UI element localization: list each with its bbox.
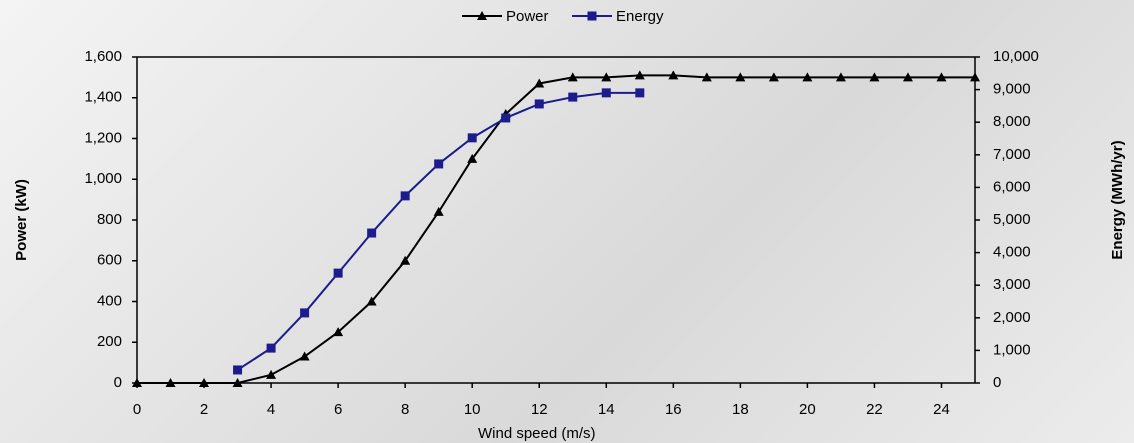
y2-tick-label: 6,000	[993, 178, 1031, 195]
y-axis-title: Power (kW)	[13, 179, 30, 261]
x-tick-label: 14	[598, 401, 615, 418]
y2-tick-label: 4,000	[993, 244, 1031, 261]
marker	[299, 351, 310, 361]
y-tick-label: 600	[97, 252, 122, 269]
y2-axis-title: Energy (MWh/yr)	[1109, 140, 1126, 259]
y-tick-label: 1,200	[84, 129, 122, 146]
marker	[601, 72, 612, 82]
x-tick-label: 4	[267, 401, 275, 418]
marker	[501, 113, 511, 123]
marker	[568, 92, 578, 102]
y2-tick-label: 2,000	[993, 309, 1031, 326]
x-tick-label: 16	[665, 401, 682, 418]
marker	[601, 88, 611, 98]
marker	[132, 378, 142, 387]
marker	[634, 70, 645, 80]
y2-tick-label: 10,000	[993, 48, 1039, 65]
y2-tick-label: 3,000	[993, 276, 1031, 293]
marker	[587, 11, 597, 21]
marker	[477, 11, 487, 20]
marker	[534, 78, 545, 88]
y-tick-label: 1,000	[84, 170, 122, 187]
marker	[433, 206, 444, 216]
y2-tick-label: 9,000	[993, 81, 1031, 98]
marker	[333, 268, 343, 278]
marker	[300, 308, 310, 318]
y-tick-label: 1,400	[84, 89, 122, 106]
x-tick-label: 18	[732, 401, 749, 418]
y2-tick-label: 8,000	[993, 113, 1031, 130]
x-tick-label: 6	[334, 401, 342, 418]
x-tick-label: 8	[401, 401, 409, 418]
marker	[165, 378, 176, 387]
marker	[232, 378, 243, 387]
marker	[635, 88, 645, 98]
x-tick-label: 2	[200, 401, 208, 418]
marker	[400, 191, 410, 201]
marker	[467, 153, 478, 163]
marker	[467, 133, 477, 143]
marker	[936, 72, 947, 82]
y-tick-label: 800	[97, 211, 122, 228]
marker	[970, 72, 980, 82]
marker	[869, 72, 880, 82]
marker	[735, 72, 746, 82]
y-tick-label: 400	[97, 292, 122, 309]
series-line	[237, 91, 640, 371]
marker	[701, 72, 712, 82]
marker	[768, 72, 779, 82]
marker	[366, 296, 377, 306]
legend-label: Energy	[616, 8, 664, 25]
x-tick-label: 10	[464, 401, 481, 418]
marker	[266, 343, 276, 353]
legend-label: Power	[506, 8, 549, 25]
x-tick-label: 20	[799, 401, 816, 418]
x-axis-title: Wind speed (m/s)	[478, 425, 596, 442]
series-line	[137, 74, 975, 384]
marker	[266, 369, 277, 379]
marker	[668, 70, 679, 80]
x-tick-label: 24	[933, 401, 950, 418]
marker	[199, 378, 210, 387]
marker	[434, 159, 444, 169]
marker	[902, 72, 913, 82]
marker	[567, 72, 578, 82]
marker	[534, 99, 544, 109]
y-tick-label: 200	[97, 333, 122, 350]
y2-tick-label: 5,000	[993, 211, 1031, 228]
y-tick-label: 0	[114, 374, 122, 391]
marker	[835, 72, 846, 82]
x-tick-label: 22	[866, 401, 883, 418]
marker	[400, 255, 411, 265]
y2-tick-label: 1,000	[993, 341, 1031, 358]
y2-tick-label: 0	[993, 374, 1001, 391]
marker	[333, 327, 344, 337]
y2-tick-label: 7,000	[993, 146, 1031, 163]
x-tick-label: 0	[133, 401, 141, 418]
marker	[367, 228, 377, 238]
y-tick-label: 1,600	[84, 48, 122, 65]
marker	[233, 365, 243, 375]
marker	[802, 72, 813, 82]
x-tick-label: 12	[531, 401, 548, 418]
